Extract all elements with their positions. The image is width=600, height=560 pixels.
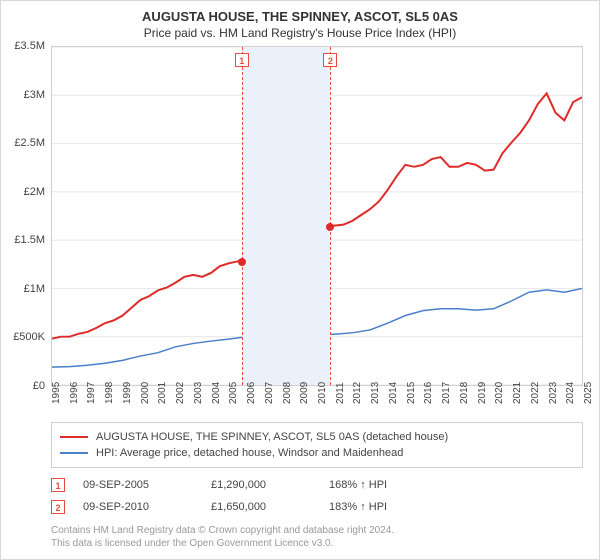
legend-item: AUGUSTA HOUSE, THE SPINNEY, ASCOT, SL5 0… [60, 429, 574, 445]
x-tick: 2001 [153, 382, 168, 404]
x-tick: 2004 [207, 382, 222, 404]
y-tick: £2M [24, 186, 51, 198]
x-tick: 2003 [189, 382, 204, 404]
legend-label: AUGUSTA HOUSE, THE SPINNEY, ASCOT, SL5 0… [96, 431, 448, 443]
txn-dot [238, 258, 246, 266]
x-tick: 2020 [490, 382, 505, 404]
x-tick: 2011 [331, 382, 346, 404]
txn-price: £1,650,000 [211, 501, 311, 513]
x-tick: 2008 [278, 382, 293, 404]
legend: AUGUSTA HOUSE, THE SPINNEY, ASCOT, SL5 0… [51, 422, 583, 468]
transaction-row: 1 09-SEP-2005 £1,290,000 168% ↑ HPI [51, 474, 583, 496]
txn-date: 09-SEP-2010 [83, 501, 193, 513]
txn-guide [330, 47, 331, 385]
transaction-row: 2 09-SEP-2010 £1,650,000 183% ↑ HPI [51, 496, 583, 518]
x-tick: 2012 [348, 382, 363, 404]
legend-label: HPI: Average price, detached house, Wind… [96, 447, 403, 459]
page-subtitle: Price paid vs. HM Land Registry's House … [1, 24, 599, 46]
y-tick: £3M [24, 89, 51, 101]
transaction-list: 1 09-SEP-2005 £1,290,000 168% ↑ HPI 2 09-SEP-… [51, 474, 583, 518]
x-tick: 2007 [260, 382, 275, 404]
txn-delta: 183% ↑ HPI [329, 501, 449, 513]
txn-guide [242, 47, 243, 385]
highlight-band [242, 47, 331, 385]
x-tick: 2010 [313, 382, 328, 404]
txn-delta: 168% ↑ HPI [329, 479, 449, 491]
x-tick: 2005 [224, 382, 239, 404]
legend-item: HPI: Average price, detached house, Wind… [60, 445, 574, 461]
x-tick: 2024 [561, 382, 576, 404]
x-tick: 2015 [402, 382, 417, 404]
plot-region: 12 [51, 46, 583, 386]
x-tick: 2021 [508, 382, 523, 404]
legend-swatch [60, 436, 88, 438]
txn-marker: 1 [235, 53, 249, 67]
x-tick: 2019 [473, 382, 488, 404]
page-title: AUGUSTA HOUSE, THE SPINNEY, ASCOT, SL5 0… [1, 1, 599, 24]
x-tick: 2022 [526, 382, 541, 404]
txn-badge: 1 [51, 478, 65, 492]
x-tick: 2017 [437, 382, 452, 404]
x-tick: 2002 [171, 382, 186, 404]
txn-price: £1,290,000 [211, 479, 311, 491]
chart-area: 12 £0£500K£1M£1.5M£2M£2.5M£3M£3.5M199519… [51, 46, 583, 386]
txn-dot [326, 223, 334, 231]
txn-marker: 2 [323, 53, 337, 67]
y-tick: £1M [24, 283, 51, 295]
x-tick: 2023 [544, 382, 559, 404]
legend-swatch [60, 452, 88, 454]
x-tick: 2025 [579, 382, 594, 404]
txn-badge: 2 [51, 500, 65, 514]
x-tick: 2000 [136, 382, 151, 404]
txn-date: 09-SEP-2005 [83, 479, 193, 491]
y-tick: £1.5M [14, 234, 51, 246]
x-tick: 2009 [295, 382, 310, 404]
x-tick: 1998 [100, 382, 115, 404]
x-tick: 2016 [419, 382, 434, 404]
footnote: Contains HM Land Registry data © Crown c… [51, 524, 583, 550]
footnote-line: This data is licensed under the Open Gov… [51, 537, 583, 550]
x-tick: 2013 [366, 382, 381, 404]
chart-card: AUGUSTA HOUSE, THE SPINNEY, ASCOT, SL5 0… [0, 0, 600, 560]
x-tick: 2014 [384, 382, 399, 404]
x-tick: 1995 [47, 382, 62, 404]
x-tick: 1999 [118, 382, 133, 404]
x-tick: 2018 [455, 382, 470, 404]
y-tick: £3.5M [14, 40, 51, 52]
x-tick: 2006 [242, 382, 257, 404]
y-tick: £2.5M [14, 137, 51, 149]
y-tick: £500K [13, 331, 51, 343]
x-tick: 1996 [65, 382, 80, 404]
x-tick: 1997 [82, 382, 97, 404]
footnote-line: Contains HM Land Registry data © Crown c… [51, 524, 583, 537]
